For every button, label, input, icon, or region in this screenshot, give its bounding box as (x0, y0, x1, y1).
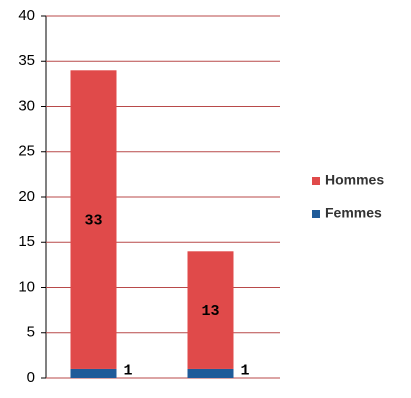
y-tick-label: 5 (27, 324, 35, 341)
value-label: 1 (124, 362, 133, 379)
y-tick-label: 20 (18, 188, 35, 205)
bar-segment (187, 368, 234, 378)
legend-swatch (312, 177, 320, 185)
bar-segment (70, 70, 117, 369)
y-tick-label: 40 (18, 7, 35, 24)
y-tick-label: 30 (18, 97, 35, 114)
legend-swatch (312, 210, 320, 218)
y-tick-label: 0 (27, 369, 35, 386)
y-tick-label: 15 (18, 233, 35, 250)
bar-segment (70, 368, 117, 378)
y-tick-label: 25 (18, 143, 35, 160)
legend-label: Hommes (325, 172, 384, 188)
bar-segment (187, 251, 234, 369)
legend-label: Femmes (325, 205, 382, 221)
y-tick-label: 10 (18, 278, 35, 295)
value-label: 1 (241, 362, 250, 379)
y-tick-label: 35 (18, 52, 35, 69)
value-label: 13 (201, 303, 219, 320)
value-label: 33 (84, 213, 102, 230)
